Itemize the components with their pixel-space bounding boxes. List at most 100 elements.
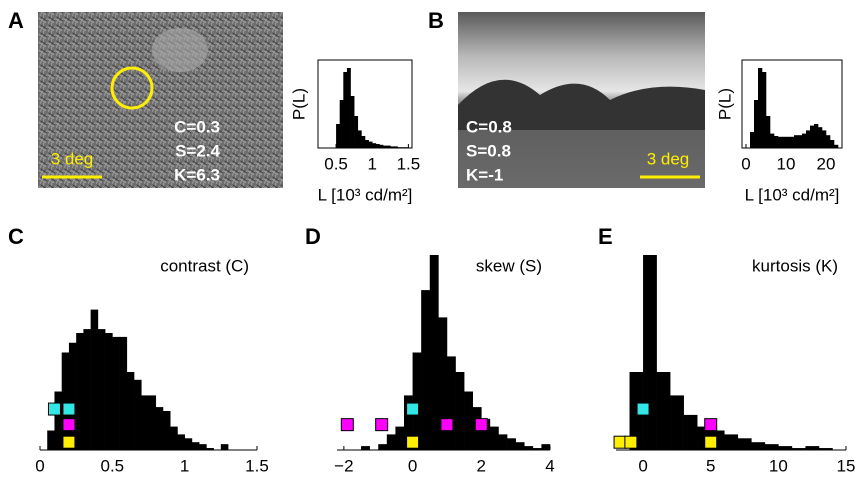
image-stat: S=2.4 xyxy=(175,141,220,160)
marker xyxy=(62,418,76,432)
bar xyxy=(464,391,474,450)
bar xyxy=(97,329,106,450)
bar xyxy=(778,136,783,148)
bar xyxy=(764,444,779,450)
bar xyxy=(683,414,698,450)
bar xyxy=(170,426,178,450)
marker xyxy=(704,435,718,449)
bar xyxy=(724,434,739,450)
bar xyxy=(489,426,499,450)
bar xyxy=(141,395,149,450)
panel-label: C xyxy=(8,224,24,249)
x-tick-label: 0 xyxy=(741,154,750,173)
bar xyxy=(541,444,551,450)
marker xyxy=(406,435,420,449)
marker xyxy=(704,418,718,432)
bar xyxy=(629,372,644,450)
panel-title: contrast (C) xyxy=(160,256,249,275)
bar xyxy=(383,145,387,148)
bar xyxy=(790,136,795,148)
marker xyxy=(406,402,420,416)
x-tick-label: 20 xyxy=(817,154,836,173)
bar xyxy=(802,133,807,148)
bar xyxy=(134,379,142,450)
bar xyxy=(822,130,827,148)
x-axis-label: L [10³ cd/m²] xyxy=(318,185,413,204)
marker xyxy=(47,402,61,416)
marker xyxy=(375,418,389,432)
bar xyxy=(762,72,767,148)
bar xyxy=(184,438,193,450)
bar xyxy=(76,333,84,450)
marker xyxy=(440,418,454,432)
bar xyxy=(830,140,835,148)
bar xyxy=(90,309,99,450)
bar xyxy=(47,430,55,450)
bar xyxy=(758,68,763,148)
bar xyxy=(766,116,771,148)
bar xyxy=(798,135,803,148)
marker xyxy=(62,435,76,449)
axes-box xyxy=(317,59,413,149)
bar xyxy=(368,141,373,148)
bar xyxy=(119,336,128,450)
bar xyxy=(365,140,369,148)
marker xyxy=(340,418,354,432)
x-tick-label: 1.5 xyxy=(245,456,269,475)
bar xyxy=(532,448,542,450)
bar xyxy=(778,446,793,450)
bar xyxy=(395,426,405,450)
x-tick-label: 15 xyxy=(837,456,856,475)
panel-title: kurtosis (K) xyxy=(752,256,838,275)
x-tick-label: 1.5 xyxy=(397,154,421,173)
bar xyxy=(818,448,833,450)
bar xyxy=(350,96,355,148)
x-tick-label: 10 xyxy=(769,456,788,475)
image-stat: C=0.3 xyxy=(174,117,220,136)
bar xyxy=(54,391,62,450)
bar xyxy=(643,255,657,450)
bar xyxy=(386,434,396,450)
bar xyxy=(361,136,366,148)
bar xyxy=(220,444,229,450)
bar xyxy=(786,136,791,148)
bar xyxy=(61,352,70,450)
bar xyxy=(515,442,525,450)
x-tick-label: −2 xyxy=(334,456,353,475)
bar xyxy=(737,438,752,450)
image-stat: C=0.8 xyxy=(466,117,512,136)
x-tick-label: 0.5 xyxy=(324,154,348,173)
marker xyxy=(624,435,638,449)
bar xyxy=(372,143,377,148)
bar xyxy=(446,356,456,450)
bar xyxy=(375,144,380,148)
bar xyxy=(83,329,91,450)
bar xyxy=(393,146,398,148)
bar xyxy=(818,127,823,148)
bar xyxy=(782,136,787,148)
image-stat: K=6.3 xyxy=(174,165,220,184)
bar xyxy=(361,446,370,450)
bar xyxy=(378,444,388,450)
bar xyxy=(524,446,534,450)
panel-title: skew (S) xyxy=(476,256,542,275)
x-tick-label: 10 xyxy=(777,154,796,173)
panel-label: B xyxy=(428,8,444,33)
bar xyxy=(834,144,839,148)
bar xyxy=(155,407,164,450)
x-tick-label: 0 xyxy=(638,456,647,475)
marker xyxy=(636,402,650,416)
bar xyxy=(438,317,448,450)
bar xyxy=(421,290,431,450)
photo-a xyxy=(38,12,283,188)
bar xyxy=(105,333,113,450)
bar xyxy=(770,133,775,148)
bar xyxy=(68,342,77,450)
bar xyxy=(177,434,185,450)
bar xyxy=(206,448,214,450)
bar xyxy=(429,255,439,450)
bar xyxy=(162,411,171,450)
x-tick-label: 0 xyxy=(408,456,417,475)
bar xyxy=(810,125,815,148)
photo-b xyxy=(458,12,705,188)
